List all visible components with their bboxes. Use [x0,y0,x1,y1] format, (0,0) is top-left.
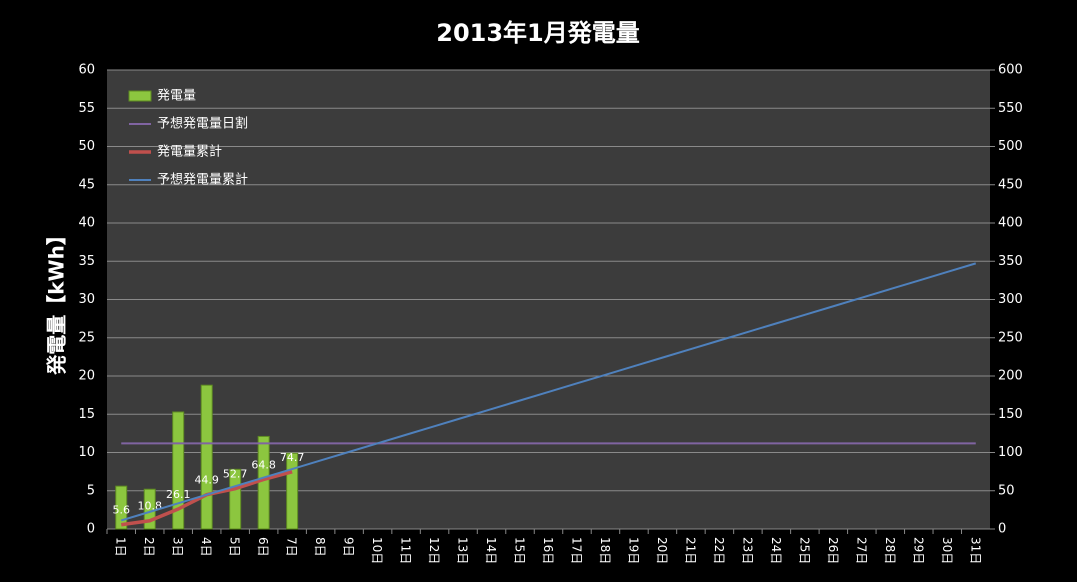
legend-label: 予想発電量日割 [157,116,248,132]
data-label: 10.8 [137,500,162,513]
y-tick-label: 25 [78,330,95,345]
x-tick-label: 10日 [370,537,384,564]
bar [257,435,270,530]
y2-tick-label: 200 [998,369,1023,384]
y-tick-label: 30 [78,292,95,307]
data-label: 5.6 [112,504,130,517]
data-label: 64.8 [251,458,276,471]
x-tick-label: 23日 [740,537,754,564]
y-tick-label: 35 [78,254,95,269]
x-tick-label: 20日 [655,537,669,564]
y2-tick-label: 600 [998,63,1023,78]
y-tick-label: 10 [78,445,95,460]
x-tick-label: 29日 [911,537,925,564]
bar [286,452,299,530]
y2-tick-label: 450 [998,177,1023,192]
x-tick-label: 15日 [513,537,527,564]
y2-tick-label: 250 [998,330,1023,345]
x-tick-label: 1日 [114,537,128,557]
y2-tick-label: 150 [998,407,1023,422]
x-tick-label: 8日 [313,537,327,557]
y2-tick-label: 100 [998,445,1023,460]
x-tick-label: 18日 [598,537,612,564]
y2-tick-label: 350 [998,254,1023,269]
y-tick-label: 5 [87,483,95,498]
y-tick-label: 55 [78,101,95,116]
y2-tick-label: 400 [998,216,1023,231]
line-series [120,262,977,522]
x-tick-label: 11日 [399,537,413,564]
legend-label: 発電量累計 [157,144,222,160]
x-tick-label: 5日 [228,537,242,557]
x-tick-label: 21日 [683,537,697,564]
x-tick-label: 28日 [883,537,897,564]
x-tick-label: 30日 [940,537,954,564]
x-tick-label: 31日 [968,537,982,564]
x-tick-label: 12日 [427,537,441,564]
x-tick-label: 19日 [626,537,640,564]
bar [200,384,213,530]
x-tick-label: 24日 [769,537,783,564]
legend-label: 予想発電量累計 [157,172,248,188]
y-tick-label: 50 [78,139,95,154]
bar [115,485,128,530]
y-tick-label: 15 [78,407,95,422]
legend-swatch [128,90,152,102]
x-tick-label: 14日 [484,537,498,564]
y-tick-label: 45 [78,177,95,192]
legend-label: 発電量 [157,89,196,104]
data-label: 74.7 [280,451,305,464]
y2-tick-label: 550 [998,101,1023,116]
y-tick-label: 0 [87,522,95,537]
data-label: 44.9 [194,474,219,487]
x-tick-label: 17日 [569,537,583,564]
y-axis-label: 発電量【kWh】 [45,225,69,376]
x-tick-label: 22日 [712,537,726,564]
x-tick-label: 4日 [199,537,213,557]
bar [229,468,242,530]
y2-tick-label: 0 [998,522,1006,537]
x-tick-label: 27日 [854,537,868,564]
x-tick-label: 16日 [541,537,555,564]
bar [143,488,156,530]
x-tick-label: 25日 [797,537,811,564]
y2-tick-label: 300 [998,292,1023,307]
data-label: 52.7 [223,468,248,481]
y-tick-label: 60 [78,63,95,78]
data-label: 26.1 [166,488,191,501]
x-tick-label: 26日 [826,537,840,564]
x-tick-label: 2日 [142,537,156,557]
y2-tick-label: 50 [998,483,1015,498]
x-tick-label: 9日 [342,537,356,557]
y2-tick-label: 500 [998,139,1023,154]
x-tick-label: 3日 [171,537,185,557]
y-tick-label: 20 [78,369,95,384]
x-tick-label: 6日 [256,537,270,557]
chart-title: 2013年1月発電量 [436,19,640,47]
x-tick-label: 7日 [285,537,299,557]
y-tick-label: 40 [78,216,95,231]
x-tick-label: 13日 [456,537,470,564]
bar [172,411,185,530]
